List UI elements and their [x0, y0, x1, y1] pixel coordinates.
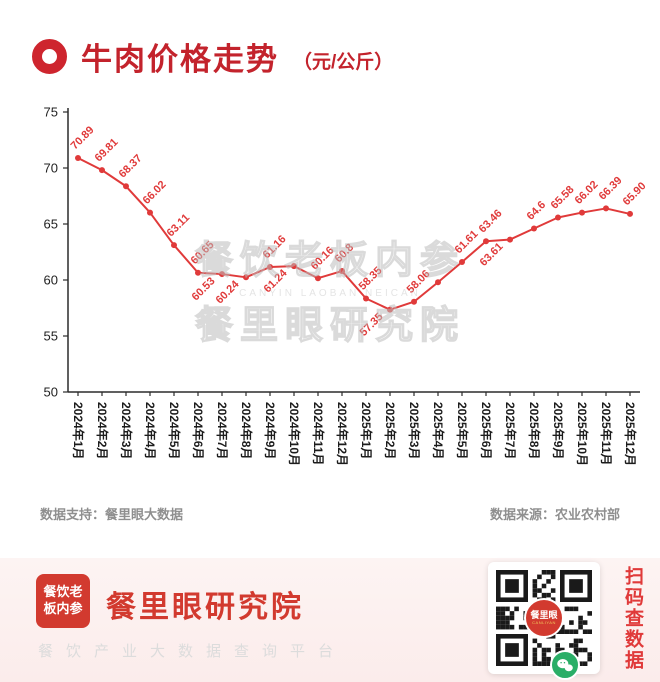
brand-name: 餐里眼研究院: [106, 591, 304, 624]
svg-text:2025年2月: 2025年2月: [383, 402, 398, 459]
qr-center-subtext: CANLIYAN: [532, 619, 556, 625]
svg-text:58.06: 58.06: [405, 268, 433, 296]
line-chart: 50 55 60 65 70 75 2024年1月 2024年2月 2024年3月 2024年4月…: [44, 105, 649, 467]
header: 牛肉价格走势 （元/公斤）: [32, 34, 393, 79]
svg-text:2024年9月: 2024年9月: [263, 402, 278, 459]
qr-center-text: 餐里眼: [530, 609, 558, 620]
qr-code: 餐里眼 CANLIYAN: [488, 562, 600, 680]
svg-text:69.81: 69.81: [93, 136, 121, 164]
svg-text:2025年6月: 2025年6月: [479, 402, 494, 459]
svg-text:64.6: 64.6: [525, 199, 549, 223]
brand-ring-icon: [32, 39, 67, 74]
svg-text:2024年1月: 2024年1月: [71, 402, 86, 459]
scan-hint: 扫码查数据: [622, 566, 643, 671]
svg-text:60.24: 60.24: [214, 278, 243, 307]
svg-text:58.35: 58.35: [357, 265, 385, 293]
qr-center-logo: 餐里眼 CANLIYAN: [524, 598, 564, 638]
svg-text:50: 50: [44, 385, 58, 400]
page-title: 牛肉价格走势: [81, 42, 279, 77]
svg-text:2024年5月: 2024年5月: [167, 402, 182, 459]
svg-text:75: 75: [44, 105, 58, 120]
svg-text:2025年5月: 2025年5月: [455, 402, 470, 459]
svg-text:2025年8月: 2025年8月: [527, 402, 542, 459]
svg-text:65: 65: [44, 217, 58, 232]
footnotes: 数据支持：餐里眼大数据 数据来源：农业农村部: [40, 504, 620, 523]
svg-text:2025年7月: 2025年7月: [503, 402, 518, 459]
svg-text:63.46: 63.46: [477, 207, 505, 235]
svg-text:2024年6月: 2024年6月: [191, 402, 206, 459]
svg-text:65.90: 65.90: [621, 180, 649, 208]
svg-text:57.35: 57.35: [358, 311, 386, 339]
svg-text:2025年4月: 2025年4月: [431, 402, 446, 459]
neican-logo-text: 餐饮老板内参: [43, 584, 83, 616]
svg-text:2025年10月: 2025年10月: [575, 402, 590, 466]
svg-text:70.89: 70.89: [69, 124, 97, 152]
svg-text:2024年12月: 2024年12月: [335, 402, 350, 466]
svg-text:2025年1月: 2025年1月: [359, 402, 374, 459]
svg-text:2024年8月: 2024年8月: [239, 402, 254, 459]
svg-text:2025年12月: 2025年12月: [623, 402, 638, 466]
svg-text:68.37: 68.37: [117, 152, 145, 180]
chart-unit: （元/公斤）: [293, 51, 394, 73]
svg-text:61.61: 61.61: [453, 228, 481, 256]
svg-text:2025年3月: 2025年3月: [407, 402, 422, 459]
svg-text:2024年10月: 2024年10月: [287, 402, 302, 466]
neican-logo-badge: 餐饮老板内参: [36, 574, 90, 628]
svg-text:2025年9月: 2025年9月: [551, 402, 566, 459]
svg-text:66.39: 66.39: [597, 175, 625, 203]
data-support-note: 数据支持：餐里眼大数据: [40, 507, 184, 522]
svg-text:2024年4月: 2024年4月: [143, 402, 158, 459]
svg-text:2025年11月: 2025年11月: [599, 402, 614, 465]
svg-text:60.8: 60.8: [333, 242, 357, 266]
svg-text:60.16: 60.16: [309, 244, 337, 272]
svg-text:61.24: 61.24: [262, 267, 291, 296]
wechat-scan-icon: [550, 650, 580, 680]
svg-text:66.02: 66.02: [141, 179, 169, 207]
svg-text:60: 60: [44, 273, 58, 288]
svg-text:70: 70: [44, 161, 58, 176]
svg-text:2024年2月: 2024年2月: [95, 402, 110, 459]
svg-text:63.11: 63.11: [165, 212, 193, 240]
wechat-bubbles-icon: [557, 659, 573, 672]
svg-text:60.65: 60.65: [189, 239, 217, 267]
svg-text:2024年3月: 2024年3月: [119, 402, 134, 459]
footer: 餐饮老板内参 餐里眼研究院 餐饮产业大数据查询平台 餐里眼 CANLIYAN 扫…: [0, 558, 660, 682]
svg-text:66.02: 66.02: [573, 179, 601, 207]
svg-text:61.16: 61.16: [261, 233, 289, 261]
svg-text:55: 55: [44, 329, 58, 344]
data-source-note: 数据来源：农业农村部: [489, 507, 620, 522]
tagline: 餐饮产业大数据查询平台: [38, 643, 347, 660]
chart-area: 50 55 60 65 70 75 2024年1月 2024年2月 2024年3月 2024年4月…: [0, 92, 660, 482]
svg-text:2024年11月: 2024年11月: [311, 402, 326, 465]
svg-text:2024年7月: 2024年7月: [215, 402, 230, 459]
